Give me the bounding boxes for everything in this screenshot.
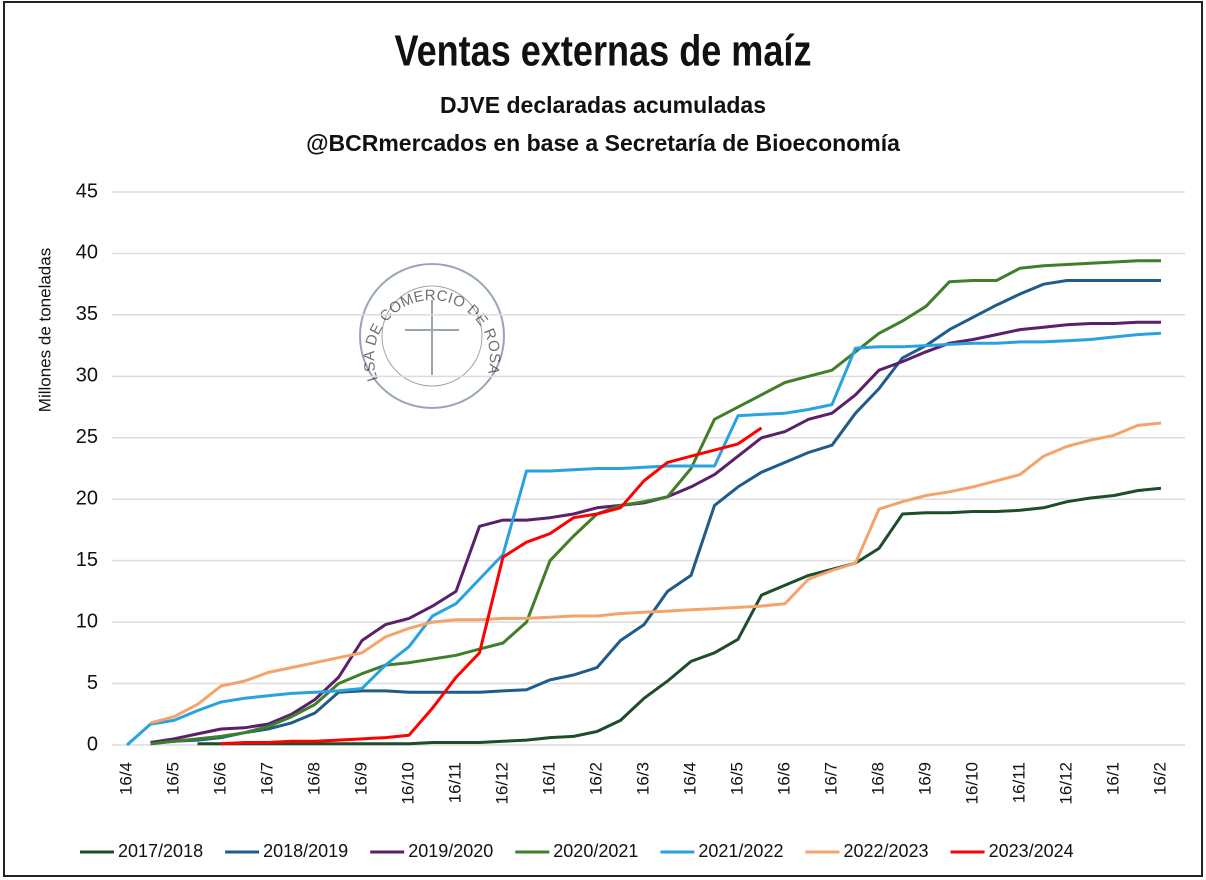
x-tick-label: 16/9 bbox=[351, 762, 370, 795]
x-tick-label: 16/7 bbox=[821, 762, 840, 795]
chart-subtitle: DJVE declaradas acumuladas bbox=[440, 92, 766, 118]
legend-label: 2017/2018 bbox=[118, 841, 203, 861]
y-tick-label: 0 bbox=[87, 733, 98, 755]
source: @BCRmercados en base a Secretaría de Bio… bbox=[306, 130, 900, 156]
y-tick-label: 10 bbox=[76, 610, 98, 632]
series-line bbox=[150, 279, 1161, 746]
x-tick-label: 16/10 bbox=[962, 762, 981, 805]
legend-label: 2021/2022 bbox=[698, 841, 783, 861]
x-tick-label: 16/1 bbox=[539, 762, 558, 795]
y-tick-label: 40 bbox=[76, 242, 98, 264]
y-tick-label: 20 bbox=[76, 488, 98, 510]
series-line bbox=[150, 320, 1161, 744]
watermark-logo bbox=[359, 263, 505, 409]
x-tick-label: 16/10 bbox=[398, 762, 417, 805]
x-tick-label: 16/4 bbox=[116, 762, 135, 795]
y-tick-label: 35 bbox=[76, 303, 98, 325]
x-tick-label: 16/8 bbox=[868, 762, 887, 795]
chart-title: Ventas externas de maíz bbox=[395, 26, 812, 75]
x-tick-label: 16/9 bbox=[915, 762, 934, 795]
series-line bbox=[150, 259, 1161, 746]
x-tick-label: 16/11 bbox=[445, 762, 464, 803]
x-tick-label: 16/8 bbox=[304, 762, 323, 795]
y-tick-label: 5 bbox=[87, 672, 98, 694]
legend-label: 2022/2023 bbox=[843, 841, 928, 861]
x-tick-label: 16/2 bbox=[1150, 762, 1169, 795]
x-tick-label: 16/11 bbox=[1009, 762, 1028, 803]
frame bbox=[3, 1, 1203, 877]
legend: 2017/2018 2018/2019 2019/2020 2020/2021 2021… bbox=[80, 841, 1074, 861]
x-tick-label: 16/4 bbox=[680, 762, 699, 795]
legend-label: 2023/2024 bbox=[989, 841, 1074, 861]
x-tick-label: 16/7 bbox=[257, 762, 276, 795]
x-tick-label: 16/1 bbox=[1103, 762, 1122, 795]
series-line bbox=[197, 486, 1162, 746]
x-tick-label: 16/5 bbox=[163, 762, 182, 795]
x-tick-label: 16/2 bbox=[586, 762, 605, 795]
x-tick-label: 16/6 bbox=[774, 762, 793, 795]
series-line bbox=[126, 331, 1162, 747]
y-axis-label: Millones de toneladas bbox=[35, 248, 54, 412]
series-line bbox=[220, 426, 763, 746]
x-tick-label: 16/12 bbox=[1056, 762, 1075, 805]
y-tick-label: 15 bbox=[76, 549, 98, 571]
y-tick-label: 25 bbox=[76, 426, 98, 448]
logo-ring bbox=[381, 285, 483, 387]
logo-ring bbox=[359, 263, 505, 409]
legend-label: 2018/2019 bbox=[263, 841, 348, 861]
y-tick-label: 30 bbox=[76, 365, 98, 387]
y-tick-label: 45 bbox=[76, 180, 98, 202]
x-tick-label: 16/6 bbox=[210, 762, 229, 795]
x-tick-label: 16/3 bbox=[633, 762, 652, 795]
legend-label: 2020/2021 bbox=[553, 841, 638, 861]
x-tick-label: 16/5 bbox=[727, 762, 746, 795]
series-line bbox=[150, 421, 1162, 725]
x-tick-label: 16/12 bbox=[492, 762, 511, 805]
legend-label: 2019/2020 bbox=[408, 841, 493, 861]
